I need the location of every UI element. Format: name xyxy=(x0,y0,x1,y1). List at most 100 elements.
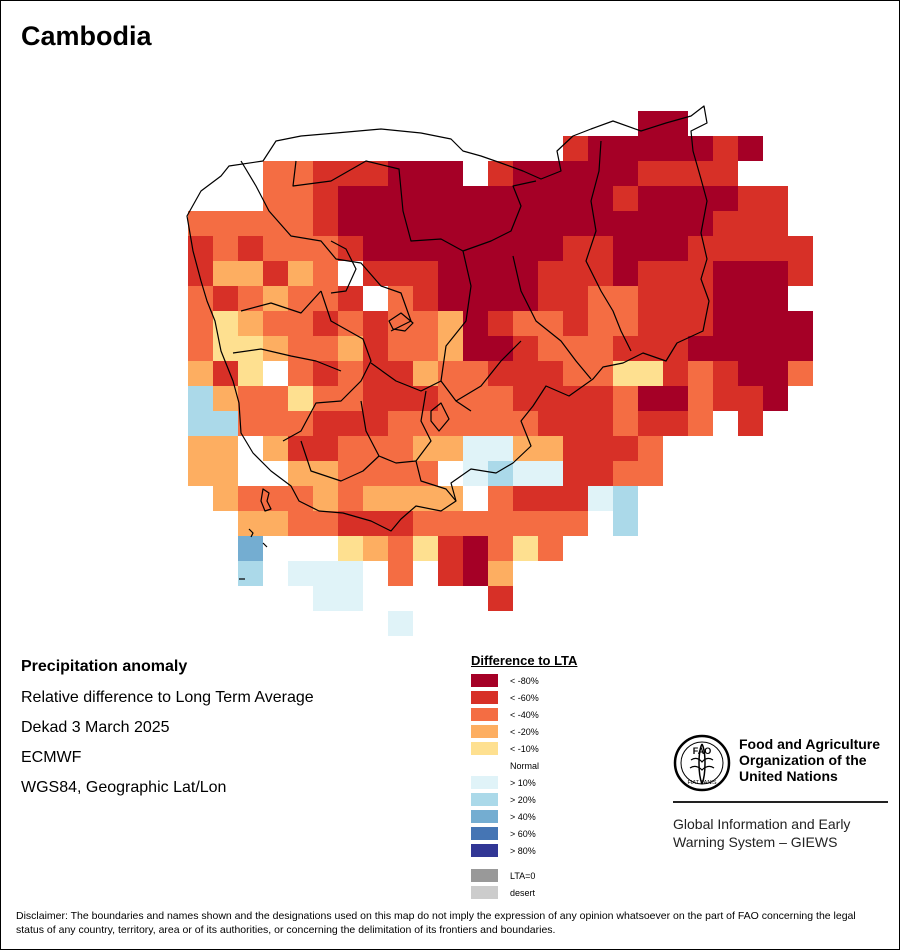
anomaly-cell xyxy=(513,286,538,311)
legend-item: < -80% xyxy=(471,674,539,687)
anomaly-cell xyxy=(513,461,538,486)
anomaly-cell xyxy=(388,336,413,361)
legend-swatch xyxy=(471,742,498,755)
anomaly-cell xyxy=(188,436,213,461)
anomaly-cell xyxy=(538,411,563,436)
legend-label: Normal xyxy=(510,760,540,771)
anomaly-cell xyxy=(588,436,613,461)
anomaly-cell xyxy=(663,111,688,136)
anomaly-cell xyxy=(288,336,313,361)
anomaly-cell xyxy=(563,261,588,286)
anomaly-cell xyxy=(463,411,488,436)
anomaly-cell xyxy=(288,561,313,586)
legend-item: Normal xyxy=(471,759,539,772)
anomaly-cell xyxy=(413,361,438,386)
anomaly-cell xyxy=(213,436,238,461)
anomaly-cell xyxy=(413,561,438,586)
anomaly-cell xyxy=(363,311,388,336)
province-line xyxy=(292,160,537,252)
anomaly-cell xyxy=(713,311,738,336)
anomaly-cell xyxy=(463,561,488,586)
anomaly-cell xyxy=(288,236,313,261)
anomaly-cell xyxy=(463,511,488,536)
anomaly-cell xyxy=(288,386,313,411)
anomaly-cell xyxy=(238,236,263,261)
anomaly-cell xyxy=(688,261,713,286)
anomaly-cell xyxy=(238,261,263,286)
anomaly-cell xyxy=(563,436,588,461)
anomaly-cell xyxy=(363,536,388,561)
org-name-line1: Food and Agriculture xyxy=(739,736,881,752)
anomaly-cell xyxy=(663,411,688,436)
legend-item: > 40% xyxy=(471,810,536,823)
anomaly-cell xyxy=(463,186,488,211)
anomaly-cell xyxy=(738,236,763,261)
anomaly-cell xyxy=(513,536,538,561)
province-line xyxy=(430,402,450,432)
anomaly-cell xyxy=(438,536,463,561)
anomaly-cell xyxy=(413,161,438,186)
anomaly-cell xyxy=(263,561,288,586)
anomaly-cell xyxy=(613,511,638,536)
map-title: Cambodia xyxy=(21,21,152,51)
anomaly-cell xyxy=(538,236,563,261)
anomaly-cell xyxy=(338,436,363,461)
anomaly-cell xyxy=(338,461,363,486)
anomaly-cell xyxy=(363,236,388,261)
anomaly-cell xyxy=(363,286,388,311)
anomaly-cell xyxy=(563,161,588,186)
anomaly-cell xyxy=(388,611,413,636)
disclaimer: Disclaimer: The boundaries and names sho… xyxy=(16,910,856,936)
anomaly-cell xyxy=(788,236,813,261)
anomaly-cell xyxy=(363,336,388,361)
legend-swatch xyxy=(471,776,498,789)
anomaly-cell xyxy=(338,411,363,436)
anomaly-cell xyxy=(313,561,338,586)
anomaly-cell xyxy=(538,536,563,561)
legend-item: > 20% xyxy=(471,793,536,806)
anomaly-cell xyxy=(613,436,638,461)
legend-item: > 10% xyxy=(471,776,536,789)
anomaly-cell xyxy=(388,461,413,486)
anomaly-cell xyxy=(438,386,463,411)
anomaly-cell xyxy=(413,411,438,436)
anomaly-cell xyxy=(388,236,413,261)
anomaly-cell xyxy=(288,286,313,311)
anomaly-cell xyxy=(638,236,663,261)
anomaly-cell xyxy=(563,136,588,161)
anomaly-cell xyxy=(338,586,363,611)
anomaly-cell xyxy=(563,511,588,536)
anomaly-cell xyxy=(288,161,313,186)
anomaly-cell xyxy=(763,211,788,236)
anomaly-cell xyxy=(388,561,413,586)
anomaly-cell xyxy=(288,511,313,536)
country-border xyxy=(186,105,710,532)
anomaly-cell xyxy=(713,186,738,211)
anomaly-cell xyxy=(513,386,538,411)
anomaly-cell xyxy=(688,386,713,411)
anomaly-cell xyxy=(613,386,638,411)
anomaly-cell xyxy=(488,436,513,461)
anomaly-cell xyxy=(488,511,513,536)
anomaly-cell xyxy=(738,411,763,436)
anomaly-cell xyxy=(688,186,713,211)
anomaly-cell xyxy=(238,361,263,386)
anomaly-cell xyxy=(188,211,213,236)
legend-item: < -10% xyxy=(471,742,539,755)
anomaly-cell xyxy=(688,286,713,311)
anomaly-cell xyxy=(638,436,663,461)
anomaly-cell xyxy=(488,261,513,286)
anomaly-cell xyxy=(313,411,338,436)
anomaly-cell xyxy=(663,186,688,211)
province-line xyxy=(240,290,322,314)
anomaly-cell xyxy=(613,461,638,486)
anomaly-cell xyxy=(638,411,663,436)
anomaly-cell xyxy=(313,486,338,511)
org-name: Food and Agriculture Organization of the… xyxy=(739,736,880,784)
anomaly-cell xyxy=(538,161,563,186)
anomaly-cell xyxy=(488,536,513,561)
anomaly-cell xyxy=(513,311,538,336)
anomaly-cell xyxy=(738,386,763,411)
anomaly-cell xyxy=(463,461,488,486)
province-line xyxy=(585,140,632,352)
